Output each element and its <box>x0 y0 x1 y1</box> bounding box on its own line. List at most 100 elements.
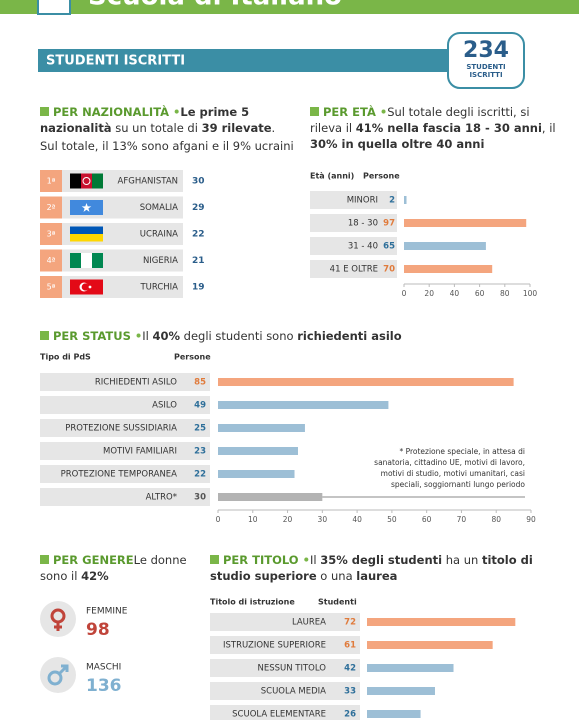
value-label: 61 <box>344 641 356 651</box>
rank: 3ª <box>47 230 56 239</box>
text-segment: Le prime 5 nazionalità <box>40 105 250 135</box>
x-tick-label: 80 <box>491 515 501 524</box>
value-label: 30 <box>194 493 206 503</box>
bar <box>404 196 407 204</box>
text-segment: , il <box>541 121 556 135</box>
text-segment: ha un <box>442 553 482 567</box>
paragraph: PER NAZIONALITÀLe prime 5 nazionalità su… <box>40 104 310 136</box>
gender-value: 98 <box>86 620 110 640</box>
x-tick-label: 0 <box>402 289 407 298</box>
value-label: 22 <box>194 470 206 480</box>
bar <box>367 618 516 626</box>
country: NIGERIA <box>143 256 178 266</box>
label-bg <box>310 191 397 209</box>
label-bg <box>210 613 360 631</box>
category-label: ALTRO* <box>146 493 177 503</box>
text-segment: 40% <box>152 329 180 343</box>
icon-symbol <box>57 664 69 676</box>
text-segment: 42% <box>81 569 109 583</box>
bar <box>218 401 389 409</box>
bar <box>367 710 421 718</box>
category-label: PROTEZIONE SUSSIDIARIA <box>65 424 177 434</box>
heading: PER TITOLO <box>210 553 310 567</box>
total-value: 234 <box>463 38 509 63</box>
icon-symbol <box>47 670 63 686</box>
column-header: Età (anni) <box>310 172 354 181</box>
value: 19 <box>192 283 205 293</box>
country: AFGHANISTAN <box>118 177 178 187</box>
x-tick-label: 80 <box>500 289 510 298</box>
category-label: RICHIEDENTI ASILO <box>95 378 177 388</box>
flag <box>70 253 81 268</box>
flag <box>81 203 92 212</box>
note: Sul totale, il 13% sono afgani e il 9% u… <box>40 139 294 153</box>
value-label: 26 <box>344 710 356 720</box>
value: 21 <box>192 256 205 266</box>
value-label: 85 <box>194 378 206 388</box>
column-header: Persone <box>363 172 400 181</box>
label-bg <box>40 442 210 460</box>
label-bg <box>40 373 210 391</box>
x-tick-label: 0 <box>216 515 221 524</box>
flag <box>88 285 92 289</box>
header-band <box>0 0 579 14</box>
label-bg <box>40 396 210 414</box>
flag <box>81 173 92 189</box>
text-segment: Il <box>309 553 321 567</box>
value-label: 97 <box>383 219 395 229</box>
rank-box <box>40 249 62 272</box>
flag <box>70 173 81 189</box>
category-label: MINORI <box>347 196 378 206</box>
label-bg <box>210 682 360 700</box>
bar <box>367 687 435 695</box>
paragraph: PER GENERELe donne sono il 42% <box>40 552 200 584</box>
bar <box>218 378 514 386</box>
bar <box>404 219 527 227</box>
flag <box>81 253 92 268</box>
text-segment: titolo di studio superiore <box>210 553 533 583</box>
flag <box>92 253 103 268</box>
bar <box>404 265 493 273</box>
x-tick-label: 60 <box>475 289 485 298</box>
x-tick-label: 70 <box>457 515 467 524</box>
value-label: 2 <box>389 196 395 206</box>
value-label: 42 <box>344 664 356 674</box>
rank: 5ª <box>47 283 56 292</box>
text-segment: degli studenti sono <box>180 329 298 343</box>
rank: 2ª <box>47 203 56 212</box>
category-label: NESSUN TITOLO <box>257 664 326 674</box>
bar <box>367 664 454 672</box>
label-bg <box>210 659 360 677</box>
text-segment: o una <box>316 569 357 583</box>
value-label: 70 <box>383 265 395 275</box>
gender-value: 136 <box>86 676 122 696</box>
rank-box <box>40 223 62 245</box>
x-tick-label: 60 <box>422 515 432 524</box>
category-label: 41 E OLTRE <box>330 265 378 275</box>
text-segment: . <box>271 121 276 135</box>
value: 22 <box>192 230 205 240</box>
paragraph: PER TITOLOIl 35% degli studenti ha un ti… <box>210 552 550 584</box>
label-bg <box>310 237 397 255</box>
value: 30 <box>192 177 205 187</box>
category-label: PROTEZIONE TEMPORANEA <box>61 470 178 480</box>
x-tick-label: 20 <box>424 289 434 298</box>
flag <box>70 226 103 234</box>
text-segment: 41% nella fascia 18 - 30 anni <box>355 121 542 135</box>
x-tick-label: 100 <box>523 289 538 298</box>
x-tick-label: 40 <box>450 289 460 298</box>
text-segment: su un totale di <box>111 121 202 135</box>
category-label: LAUREA <box>292 618 326 628</box>
value-label: 65 <box>383 242 395 252</box>
x-tick-label: 20 <box>283 515 293 524</box>
flag <box>82 177 91 185</box>
gender-label: MASCHI <box>86 663 121 673</box>
label-bg <box>210 705 360 720</box>
icon-bg <box>40 657 76 693</box>
rank: 1ª <box>47 177 56 186</box>
text-segment: 35% degli studenti <box>320 553 443 567</box>
value-label: 49 <box>194 401 206 411</box>
rank-box <box>40 196 62 219</box>
